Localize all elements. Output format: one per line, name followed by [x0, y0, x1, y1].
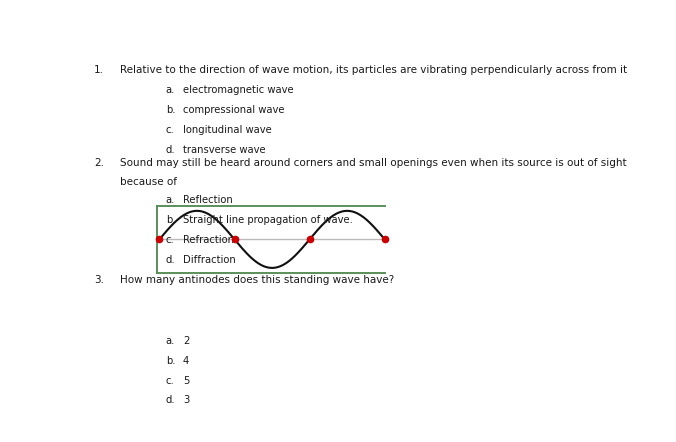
Text: 2: 2: [183, 336, 189, 346]
Text: longitudinal wave: longitudinal wave: [183, 125, 272, 135]
Text: b.: b.: [166, 356, 175, 366]
Text: 4: 4: [183, 356, 189, 366]
Text: 3: 3: [183, 396, 189, 405]
Text: Diffraction: Diffraction: [183, 255, 236, 264]
Text: d.: d.: [166, 255, 175, 264]
Text: c.: c.: [166, 376, 174, 386]
Text: transverse wave: transverse wave: [183, 145, 266, 155]
Text: b.: b.: [166, 215, 175, 225]
Text: electromagnetic wave: electromagnetic wave: [183, 85, 293, 95]
Text: c.: c.: [166, 125, 174, 135]
Text: 2.: 2.: [94, 158, 104, 168]
Text: because of: because of: [120, 177, 177, 187]
Text: compressional wave: compressional wave: [183, 105, 285, 115]
Text: 1.: 1.: [94, 65, 104, 75]
Text: 3.: 3.: [94, 275, 104, 285]
Text: c.: c.: [166, 235, 174, 245]
Text: Sound may still be heard around corners and small openings even when its source : Sound may still be heard around corners …: [120, 158, 627, 168]
Text: a.: a.: [166, 195, 175, 205]
Text: 5: 5: [183, 376, 189, 386]
Text: a.: a.: [166, 336, 175, 346]
Text: d.: d.: [166, 396, 175, 405]
Text: Straight line propagation of wave.: Straight line propagation of wave.: [183, 215, 353, 225]
Text: d.: d.: [166, 145, 175, 155]
Text: Relative to the direction of wave motion, its particles are vibrating perpendicu: Relative to the direction of wave motion…: [120, 65, 627, 75]
Text: How many antinodes does this standing wave have?: How many antinodes does this standing wa…: [120, 275, 394, 285]
Text: Reflection: Reflection: [183, 195, 233, 205]
Text: Refraction: Refraction: [183, 235, 234, 245]
Text: b.: b.: [166, 105, 175, 115]
Text: a.: a.: [166, 85, 175, 95]
